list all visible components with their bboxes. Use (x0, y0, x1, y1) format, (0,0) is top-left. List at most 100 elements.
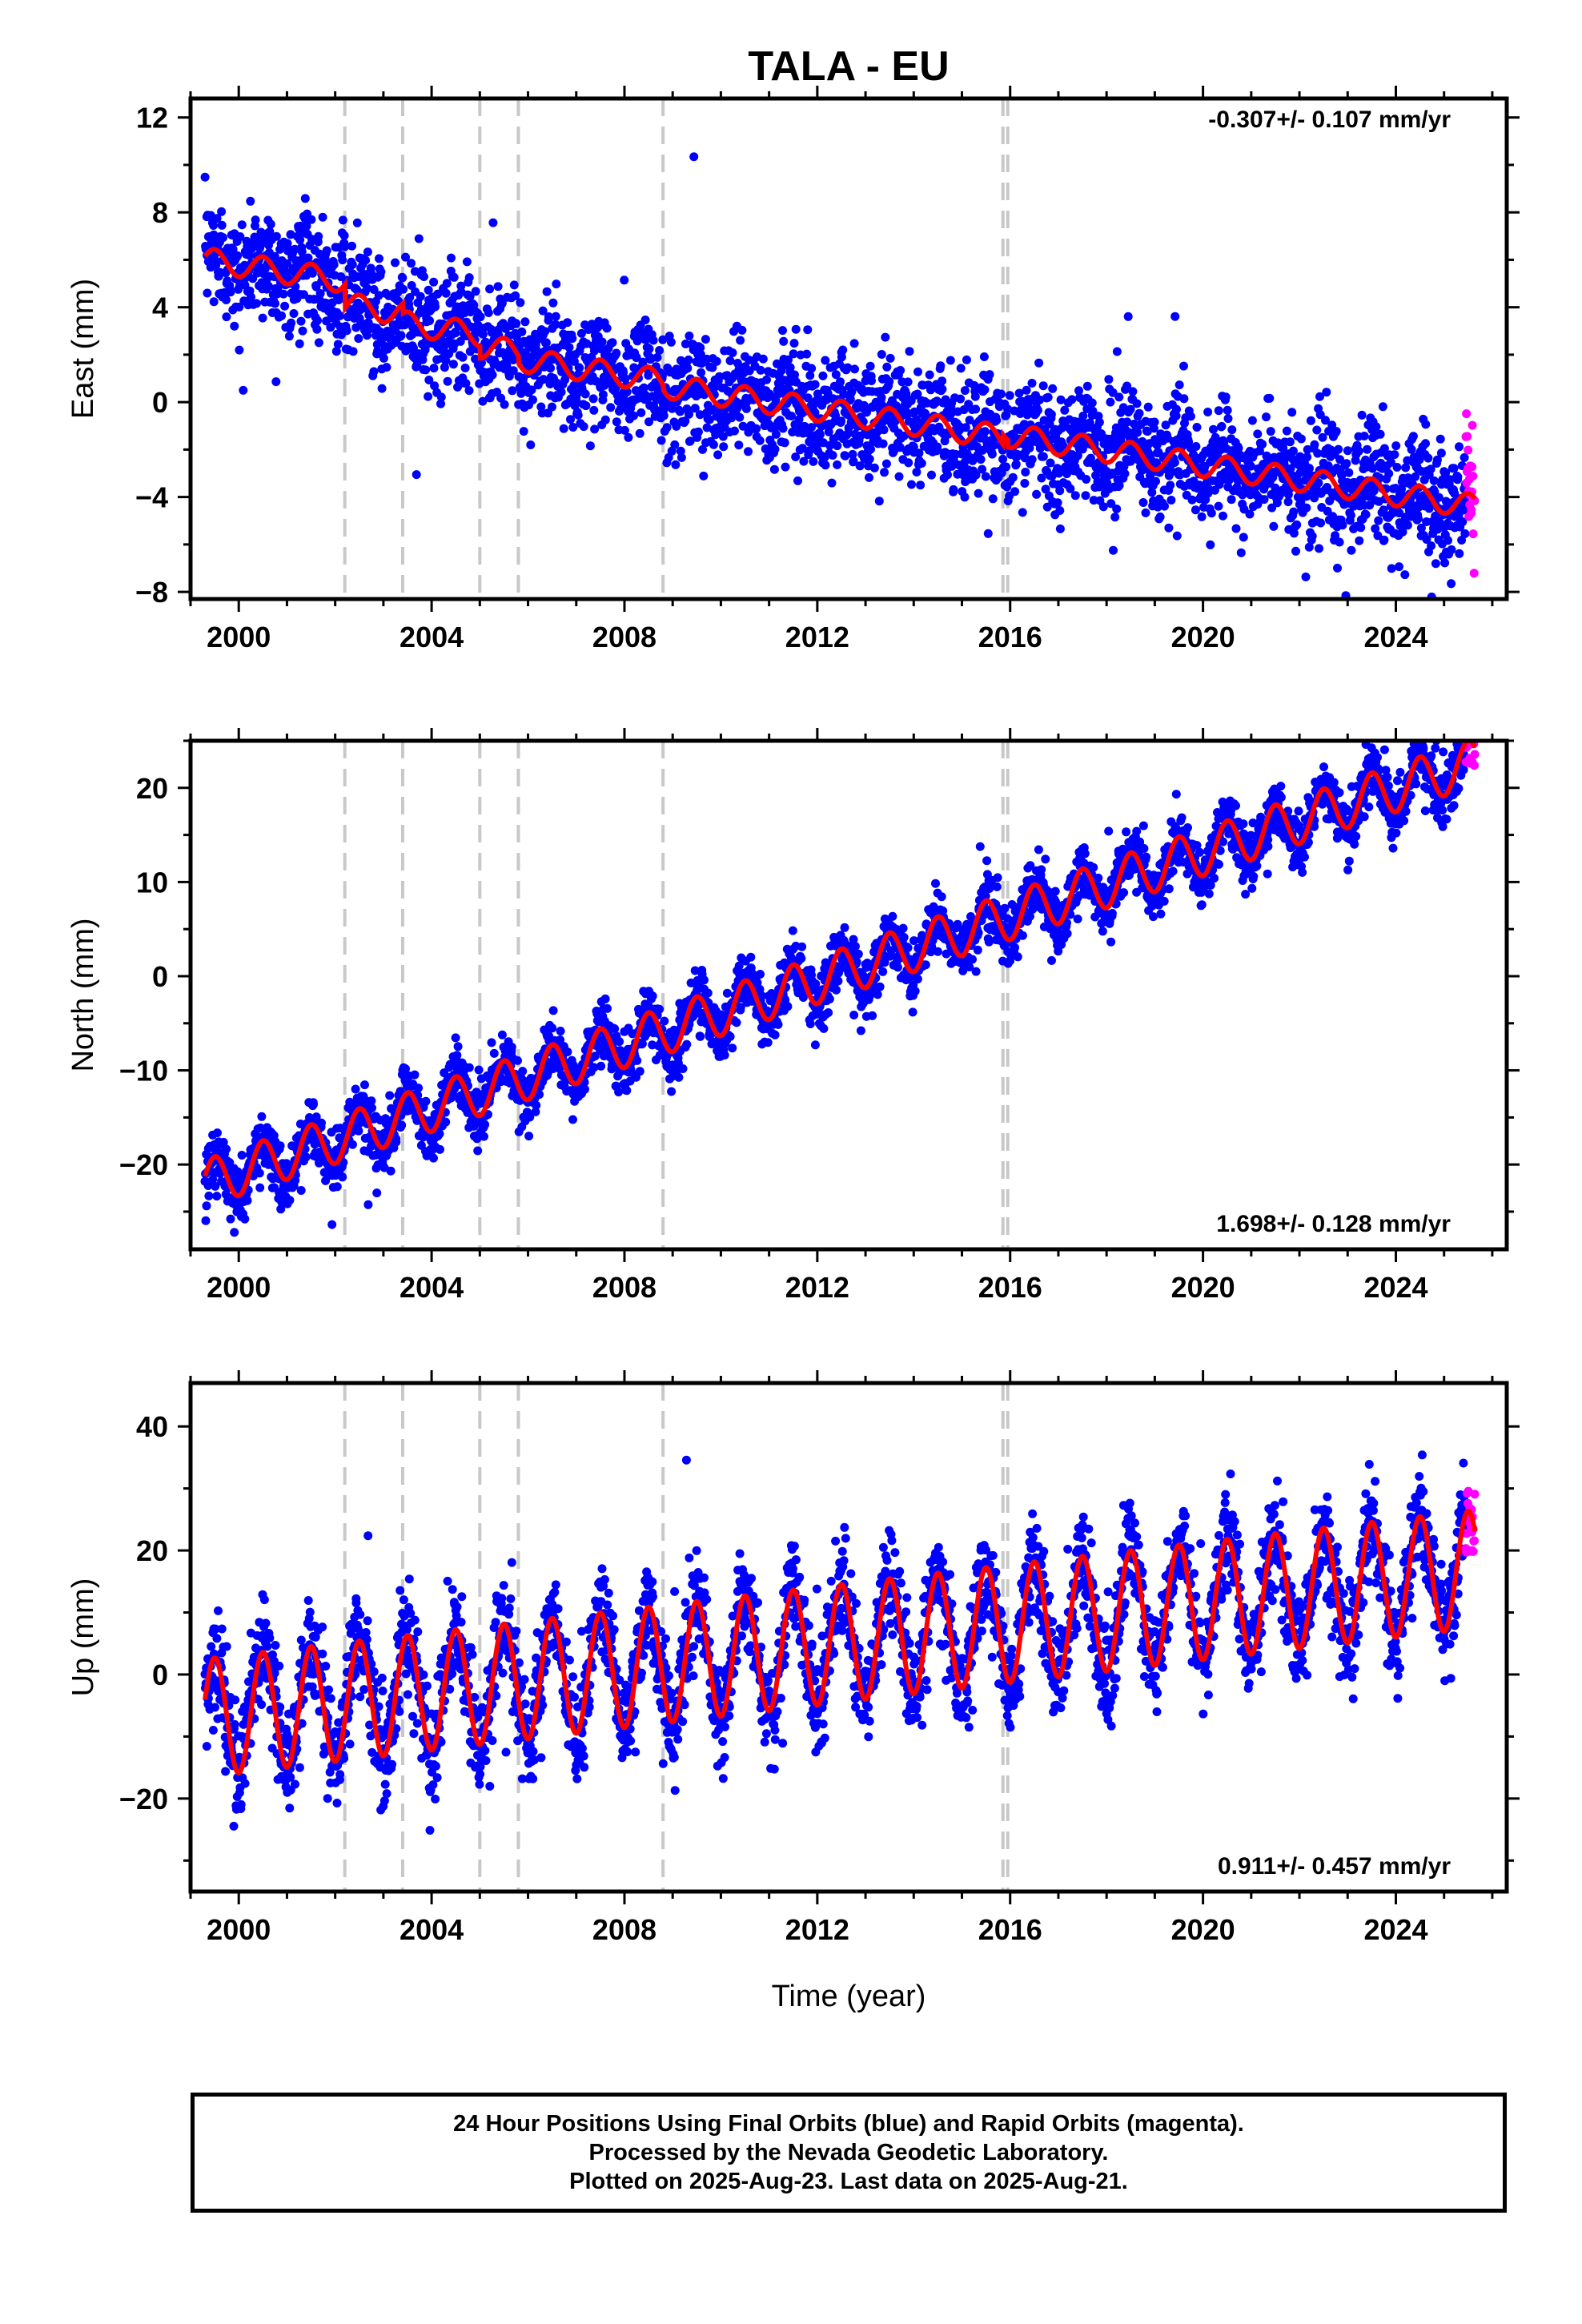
final-orbit-point (956, 364, 966, 373)
final-orbit-point (709, 383, 719, 392)
final-orbit-point (1335, 455, 1345, 464)
final-orbit-point (369, 285, 379, 294)
final-orbit-point (1087, 398, 1097, 408)
final-orbit-point (233, 1176, 243, 1186)
final-orbit-point (659, 411, 669, 420)
final-orbit-point (1342, 459, 1351, 468)
final-orbit-point (1322, 388, 1331, 397)
final-orbit-point (1014, 388, 1024, 398)
final-orbit-point (1312, 425, 1322, 435)
final-orbit-point (1223, 405, 1232, 415)
final-orbit-point (539, 375, 548, 384)
final-orbit-point (407, 259, 416, 268)
final-orbit-point (377, 384, 387, 393)
final-orbit-point (961, 423, 970, 432)
final-orbit-point (1305, 464, 1314, 473)
final-orbit-point (1401, 463, 1411, 472)
final-orbit-point (1150, 417, 1159, 427)
final-orbit-point (436, 1144, 444, 1154)
final-orbit-point (286, 230, 295, 239)
final-orbit-point (540, 327, 550, 336)
final-orbit-point (671, 460, 681, 469)
final-orbit-point (1008, 472, 1018, 482)
final-orbit-point (424, 392, 433, 401)
final-orbit-point (424, 376, 434, 384)
final-orbit-point (340, 242, 350, 251)
final-orbit-point (414, 234, 424, 243)
final-orbit-point (989, 440, 998, 450)
final-orbit-point (1289, 507, 1299, 517)
final-orbit-point (885, 377, 894, 386)
final-orbit-point (637, 1039, 647, 1048)
final-orbit-point (1436, 448, 1446, 458)
final-orbit-point (624, 432, 633, 442)
final-orbit-point (526, 440, 536, 449)
final-orbit-point (981, 472, 990, 481)
final-orbit-point (203, 288, 212, 298)
final-orbit-point (799, 456, 809, 466)
final-orbit-point (414, 1084, 424, 1093)
final-orbit-point (1259, 495, 1269, 505)
final-orbit-point (212, 214, 222, 223)
final-orbit-point (703, 988, 713, 998)
final-orbit-point (391, 258, 400, 267)
plot-frame (188, 96, 1509, 601)
final-orbit-point (361, 255, 371, 265)
final-orbit-point (235, 302, 244, 312)
final-orbit-point (719, 442, 729, 452)
final-orbit-point (946, 356, 955, 365)
final-orbit-point (1292, 520, 1302, 529)
final-orbit-point (1234, 444, 1243, 453)
final-orbit-point (674, 1072, 684, 1082)
final-orbit-point (831, 370, 841, 380)
final-orbit-point (580, 1084, 589, 1094)
final-orbit-point (1335, 537, 1344, 547)
final-orbit-point (1306, 416, 1315, 425)
final-orbit-point (1166, 496, 1176, 505)
final-orbit-point (1219, 511, 1227, 521)
final-orbit-point (464, 386, 474, 396)
final-orbit-point (228, 244, 238, 254)
final-orbit-point (559, 424, 568, 433)
final-orbit-point (1132, 399, 1142, 408)
final-orbit-point (354, 334, 363, 344)
position-points (200, 152, 1480, 599)
final-orbit-point (709, 440, 718, 449)
final-orbit-point (372, 1188, 382, 1198)
final-orbit-point (1179, 361, 1188, 371)
final-orbit-point (855, 461, 865, 471)
final-orbit-point (1310, 440, 1319, 449)
final-orbit-point (667, 1087, 677, 1096)
final-orbit-point (581, 401, 591, 411)
final-orbit-point (456, 287, 466, 297)
final-orbit-point (1395, 562, 1403, 572)
final-orbit-point (1082, 475, 1091, 484)
final-orbit-point (778, 424, 788, 433)
final-orbit-point (449, 272, 459, 282)
final-orbit-point (807, 364, 817, 373)
final-orbit-point (301, 1152, 311, 1162)
final-orbit-point (1253, 429, 1263, 439)
final-orbit-point (1221, 392, 1231, 402)
final-orbit-point (789, 349, 798, 359)
final-orbit-point (303, 253, 313, 263)
final-orbit-point (511, 291, 520, 300)
final-orbit-point (840, 923, 849, 932)
final-orbit-point (327, 1220, 337, 1229)
final-orbit-point (271, 231, 281, 241)
final-orbit-point (222, 312, 231, 322)
final-orbit-point (770, 444, 780, 454)
final-orbit-point (866, 444, 875, 454)
final-orbit-point (297, 247, 307, 256)
final-orbit-point (1214, 501, 1223, 511)
final-orbit-point (684, 355, 693, 364)
final-orbit-point (436, 399, 445, 408)
final-orbit-point (1048, 384, 1058, 393)
final-orbit-point (797, 954, 806, 963)
final-orbit-point (1027, 379, 1037, 388)
final-orbit-point (507, 1043, 516, 1051)
final-orbit-point (1067, 395, 1077, 404)
final-orbit-point (588, 394, 598, 404)
final-orbit-point (1167, 467, 1177, 476)
final-orbit-point (1303, 452, 1312, 462)
